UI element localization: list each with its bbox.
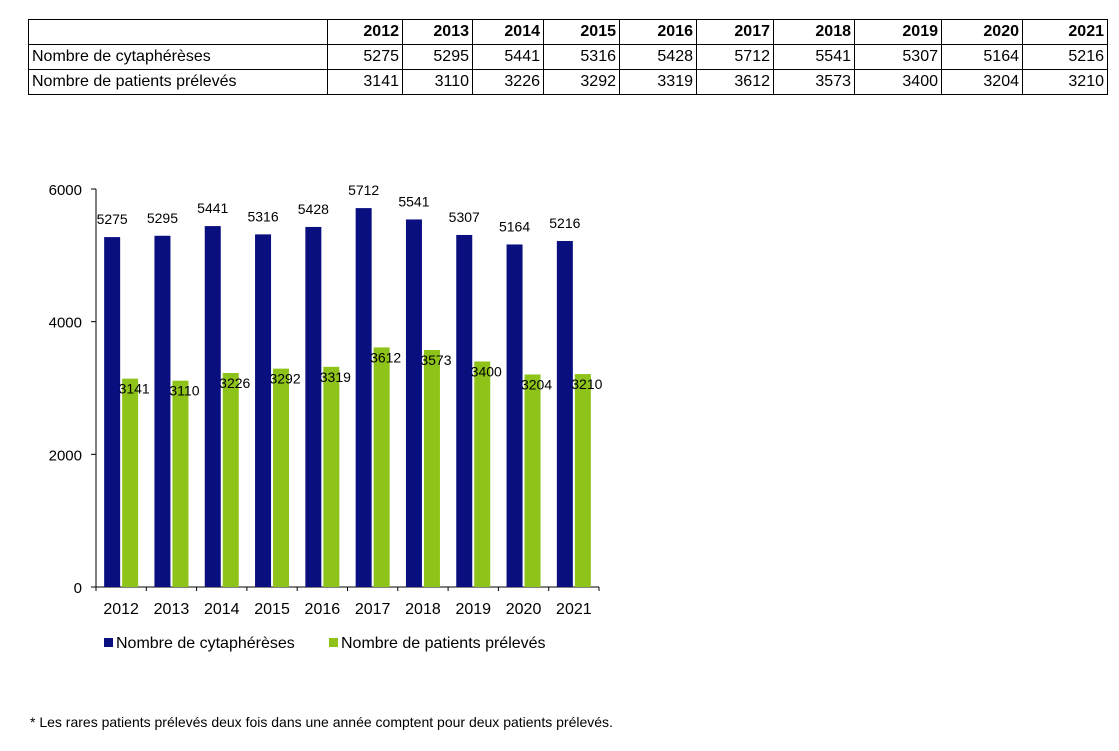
data-table: 2012 2013 2014 2015 2016 2017 2018 2019 2020 2021… xyxy=(28,19,1108,95)
table-cell: 3210 xyxy=(1022,69,1108,95)
legend-label: Nombre de cytaphérèses xyxy=(116,635,295,652)
bar-cytapheresis xyxy=(305,226,322,587)
data-label: 3210 xyxy=(571,376,602,392)
table-cell: 5164 xyxy=(941,44,1023,70)
data-label: 5295 xyxy=(147,210,178,226)
table-cell: 5541 xyxy=(773,44,855,70)
bar-patients xyxy=(172,380,189,587)
table-cell: 5295 xyxy=(402,44,473,70)
bar-cytapheresis xyxy=(255,234,272,587)
x-tick-label: 2018 xyxy=(405,601,441,618)
table-cell: 3400 xyxy=(854,69,942,95)
data-label: 5712 xyxy=(348,182,379,198)
legend-label: Nombre de patients prélevés xyxy=(341,635,546,652)
y-tick-label: 4000 xyxy=(49,315,82,332)
bar-cytapheresis xyxy=(154,235,171,587)
table-cell: 5428 xyxy=(619,44,697,70)
bar-cytapheresis xyxy=(456,234,473,587)
data-label: 5316 xyxy=(247,208,278,224)
bar-patients xyxy=(222,373,239,587)
table-year-header: 2018 xyxy=(773,19,855,45)
bar-cytapheresis xyxy=(104,237,121,587)
table-cell: 5307 xyxy=(854,44,942,70)
bar-cytapheresis xyxy=(506,244,523,588)
table-cell: 3110 xyxy=(402,69,473,95)
data-label: 3226 xyxy=(219,375,250,391)
table-year-header: 2021 xyxy=(1022,19,1108,45)
footnote: * Les rares patients prélevés deux fois … xyxy=(30,714,613,730)
data-label: 5441 xyxy=(197,200,228,216)
legend-swatch xyxy=(104,638,113,647)
table-year-header: 2020 xyxy=(941,19,1023,45)
table-year-header: 2015 xyxy=(543,19,620,45)
table-year-header: 2013 xyxy=(402,19,473,45)
table-cell: 5316 xyxy=(543,44,620,70)
table-year-header: 2012 xyxy=(327,19,403,45)
table-cell: 3204 xyxy=(941,69,1023,95)
data-label: 5428 xyxy=(298,201,329,217)
x-tick-label: 2017 xyxy=(355,601,391,618)
x-tick-label: 2016 xyxy=(305,601,341,618)
table-cell: 3226 xyxy=(472,69,544,95)
bar-chart: 0 2000 4000 6000 2012 5275 3141 2013 5295 3110 201… xyxy=(49,182,603,652)
x-tick-label: 2019 xyxy=(455,601,491,618)
table-year-header: 2016 xyxy=(619,19,697,45)
bar-patients xyxy=(273,368,290,587)
bar-cytapheresis xyxy=(355,208,372,587)
x-tick-label: 2014 xyxy=(204,601,240,618)
bar-patients xyxy=(524,374,541,587)
table-cell: 5441 xyxy=(472,44,544,70)
x-tick-label: 2015 xyxy=(254,601,290,618)
data-label: 3292 xyxy=(269,371,300,387)
y-tick-label: 2000 xyxy=(49,447,82,464)
bar-patients xyxy=(423,349,440,587)
table-cell: 3292 xyxy=(543,69,620,95)
data-label: 3573 xyxy=(420,352,451,368)
x-tick-label: 2013 xyxy=(154,601,190,618)
data-label: 3141 xyxy=(119,381,150,397)
data-label: 3400 xyxy=(471,363,502,379)
data-label: 5216 xyxy=(549,215,580,231)
bar-cytapheresis xyxy=(556,241,573,587)
data-label: 5164 xyxy=(499,218,530,234)
table-cell: 3319 xyxy=(619,69,697,95)
data-label: 5541 xyxy=(398,193,429,209)
x-tick-label: 2021 xyxy=(556,601,592,618)
table-row: Nombre de patients prélevés 3141 3110 3226 3… xyxy=(28,69,1108,95)
table-cell: 5275 xyxy=(327,44,403,70)
bar-patients xyxy=(474,361,491,587)
table-cell: 3612 xyxy=(696,69,774,95)
table-row-label: Nombre de cytaphérèses xyxy=(28,44,328,70)
data-label: 3110 xyxy=(169,383,199,399)
table-year-header: 2019 xyxy=(854,19,942,45)
table-row: Nombre de cytaphérèses 5275 5295 5441 5316 54… xyxy=(28,44,1108,70)
data-label: 5307 xyxy=(449,209,480,225)
table-cell: 5712 xyxy=(696,44,774,70)
bar-patients xyxy=(373,347,390,587)
table-year-header: 2014 xyxy=(472,19,544,45)
table-header-row: 2012 2013 2014 2015 2016 2017 2018 2019 2020 2021 xyxy=(28,19,1108,45)
bar-cytapheresis xyxy=(204,226,221,587)
table-cell: 5216 xyxy=(1022,44,1108,70)
table-corner-cell xyxy=(28,19,328,45)
bar-patients xyxy=(323,366,340,587)
data-label: 3204 xyxy=(521,376,552,392)
data-label: 3612 xyxy=(370,349,401,365)
data-label: 3319 xyxy=(320,369,351,385)
bar-cytapheresis xyxy=(405,219,422,587)
bar-patients xyxy=(122,378,139,587)
legend-swatch xyxy=(329,638,338,647)
x-tick-label: 2012 xyxy=(103,601,139,618)
y-tick-label: 6000 xyxy=(49,182,82,199)
table-year-header: 2017 xyxy=(696,19,774,45)
table-cell: 3141 xyxy=(327,69,403,95)
x-tick-label: 2020 xyxy=(506,601,542,618)
bar-patients xyxy=(574,374,591,587)
table-row-label: Nombre de patients prélevés xyxy=(28,69,328,95)
data-label: 5275 xyxy=(97,211,128,227)
table-cell: 3573 xyxy=(773,69,855,95)
y-tick-label: 0 xyxy=(74,580,82,597)
